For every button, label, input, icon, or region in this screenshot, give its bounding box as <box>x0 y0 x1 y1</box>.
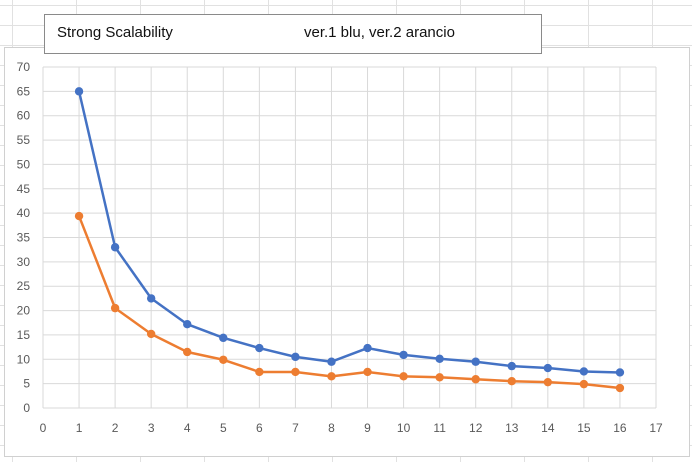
y-tick-label: 55 <box>17 133 31 147</box>
series-line <box>77 90 622 374</box>
y-tick-label: 60 <box>17 109 31 123</box>
data-point[interactable] <box>255 367 264 377</box>
data-point[interactable] <box>183 347 192 357</box>
data-point[interactable] <box>543 377 553 387</box>
x-tick-label: 0 <box>40 421 47 435</box>
x-tick-label: 7 <box>292 421 299 435</box>
data-point[interactable] <box>74 87 84 96</box>
data-point[interactable] <box>579 367 589 376</box>
y-tick-label: 5 <box>23 377 30 391</box>
y-tick-label: 30 <box>17 255 31 269</box>
y-tick-label: 65 <box>17 84 31 98</box>
data-point[interactable] <box>363 367 372 377</box>
y-tick-label: 15 <box>17 328 31 342</box>
x-tick-label: 4 <box>184 421 191 435</box>
data-point[interactable] <box>110 303 120 313</box>
series-line <box>77 214 622 390</box>
x-tick-label: 16 <box>613 421 627 435</box>
data-point[interactable] <box>327 357 336 366</box>
x-tick-label: 10 <box>397 421 411 435</box>
x-tick-label: 6 <box>256 421 263 435</box>
data-point[interactable] <box>291 352 300 362</box>
y-tick-label: 40 <box>17 206 31 220</box>
x-tick-label: 11 <box>433 421 446 435</box>
data-point[interactable] <box>110 243 120 252</box>
data-point[interactable] <box>399 350 408 360</box>
x-tick-label: 17 <box>649 421 663 435</box>
x-tick-label: 9 <box>364 421 371 435</box>
series-2 <box>74 211 625 393</box>
y-tick-label: 50 <box>17 157 31 171</box>
data-point[interactable] <box>255 343 264 353</box>
data-point[interactable] <box>435 373 444 382</box>
x-tick-label: 8 <box>328 421 335 435</box>
data-point[interactable] <box>146 329 156 339</box>
series-1 <box>74 87 625 377</box>
data-point[interactable] <box>471 357 480 366</box>
y-tick-label: 20 <box>17 304 31 318</box>
y-tick-label: 45 <box>17 182 31 196</box>
y-tick-label: 35 <box>17 231 31 245</box>
x-tick-label: 2 <box>112 421 119 435</box>
y-tick-label: 25 <box>17 279 31 293</box>
y-tick-label: 70 <box>17 60 31 74</box>
data-point[interactable] <box>615 383 625 393</box>
data-point[interactable] <box>183 320 192 329</box>
data-point[interactable] <box>435 354 444 363</box>
data-point[interactable] <box>291 367 300 377</box>
data-point[interactable] <box>579 379 589 389</box>
gridlines <box>42 66 657 409</box>
y-tick-label: 0 <box>23 401 30 415</box>
data-series <box>74 87 625 393</box>
y-tick-label: 10 <box>17 352 31 366</box>
data-point[interactable] <box>363 343 372 353</box>
x-tick-label: 14 <box>541 421 555 435</box>
data-point[interactable] <box>219 355 228 364</box>
x-tick-label: 3 <box>148 421 155 435</box>
chart-legend-note: ver.1 blu, ver.2 arancio <box>304 24 455 41</box>
data-point[interactable] <box>615 368 625 377</box>
x-tick-label: 12 <box>469 421 483 435</box>
x-tick-label: 5 <box>220 421 227 435</box>
data-point[interactable] <box>327 372 336 381</box>
data-point[interactable] <box>471 375 480 384</box>
x-tick-label: 15 <box>577 421 591 435</box>
x-tick-label: 1 <box>76 421 83 435</box>
x-tick-label: 13 <box>505 421 519 435</box>
data-point[interactable] <box>507 361 516 371</box>
data-point[interactable] <box>507 377 516 386</box>
data-point[interactable] <box>74 211 84 221</box>
chart-title: Strong Scalability <box>57 24 173 41</box>
chart-title-box[interactable]: Strong Scalability ver.1 blu, ver.2 aran… <box>44 14 542 54</box>
data-point[interactable] <box>399 372 408 381</box>
data-point[interactable] <box>146 294 156 303</box>
data-point[interactable] <box>219 333 228 343</box>
data-point[interactable] <box>543 363 553 373</box>
